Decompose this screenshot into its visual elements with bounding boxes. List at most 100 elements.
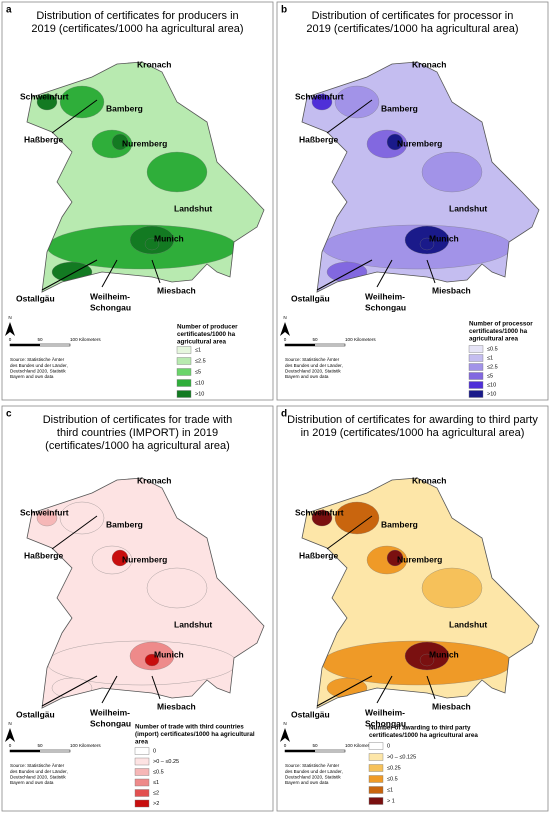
- panel-title: 2019 (certificates/1000 ha agricultural …: [31, 23, 243, 35]
- legend-label: ≤5: [487, 373, 493, 379]
- source-text: Deutschland 2020, Statistik: [285, 368, 341, 373]
- region: [421, 151, 483, 193]
- pointer: [41, 259, 98, 291]
- legend-label: ≤1: [387, 787, 393, 793]
- panel-title: Distribution of certificates for process…: [312, 10, 514, 22]
- scale-label: 0: [284, 743, 287, 748]
- panel-title: (certificates/1000 ha agricultural area): [45, 440, 230, 452]
- city-label: Schweinfurt: [20, 507, 69, 517]
- north-label: N: [8, 721, 11, 726]
- city-label: Landshut: [174, 203, 212, 213]
- north-arrow: [5, 728, 15, 742]
- pointer: [326, 99, 373, 134]
- map-panel: c Distribution of certificates for trade …: [1, 405, 274, 812]
- legend-title: Number of trade with third countries: [135, 724, 244, 731]
- pointer: [101, 675, 118, 704]
- region: [419, 653, 435, 667]
- legend-title: agricultural area: [177, 339, 226, 346]
- region: [386, 133, 404, 151]
- city-label: Nuremberg: [397, 138, 442, 148]
- legend-label: > 1: [387, 798, 395, 804]
- scale-label: 100 Kilometers: [345, 337, 376, 342]
- pointer: [101, 259, 118, 288]
- legend-title: agricultural area: [469, 336, 518, 343]
- region: [311, 93, 333, 111]
- map-outline: [26, 477, 265, 709]
- region: [311, 509, 333, 527]
- region: [334, 85, 380, 119]
- source-text: Deutschland 2020, Statistik: [10, 774, 66, 779]
- legend-swatch: [368, 786, 384, 794]
- scale-label: 100 Kilometers: [345, 743, 376, 748]
- legend-label: ≤2.5: [487, 364, 498, 370]
- city-label: Schweinfurt: [295, 91, 344, 101]
- scale-label: 0: [9, 743, 12, 748]
- legend-swatch: [368, 753, 384, 761]
- map-outline: [26, 61, 265, 293]
- legend-title: certificates/1000 ha agricultural area: [369, 732, 478, 739]
- city-label: Weilheim-: [90, 707, 130, 717]
- north-label: N: [283, 315, 286, 320]
- pointer: [151, 259, 161, 284]
- legend-swatch: [468, 363, 484, 371]
- city-label: Schongau: [365, 302, 406, 312]
- scale-label: 100 Kilometers: [70, 743, 101, 748]
- source-text: Source: Statistische Ämter: [285, 762, 340, 768]
- legend-title: Number of producer: [177, 324, 238, 331]
- city-label: Miesbach: [157, 285, 196, 295]
- legend-label: >10: [195, 391, 204, 397]
- legend-swatch: [134, 757, 150, 766]
- map-panel: d Distribution of certificates for awardi…: [276, 405, 549, 812]
- legend-swatch: [134, 778, 150, 787]
- legend-swatch: [176, 346, 192, 354]
- map-outline: [301, 477, 540, 709]
- city-label: Landshut: [449, 619, 487, 629]
- region: [419, 237, 435, 251]
- source-text: Bayern and own data: [285, 780, 329, 785]
- scale-label: 50: [37, 337, 43, 342]
- legend-swatch: [368, 797, 384, 805]
- legend-title: (import) certificates/1000 ha agricultur…: [135, 731, 255, 738]
- scale-bar-seg: [10, 750, 40, 752]
- legend-swatch: [134, 799, 150, 808]
- legend-label: ≤10: [487, 382, 496, 388]
- city-label: Kronach: [137, 59, 171, 69]
- scale-label: 100 Kilometers: [70, 337, 101, 342]
- region: [386, 549, 404, 567]
- pointer: [151, 675, 161, 700]
- city-label: Schweinfurt: [20, 91, 69, 101]
- region: [334, 501, 380, 535]
- legend-swatch: [468, 390, 484, 398]
- panel-title: Distribution of certificates for trade w…: [43, 414, 233, 426]
- region: [59, 85, 105, 119]
- map: [302, 478, 539, 708]
- city-label: Miesbach: [432, 285, 471, 295]
- legend-swatch: [368, 742, 384, 750]
- panel-title: in 2019 (certificates/1000 ha agricultur…: [301, 427, 525, 439]
- legend-swatch: [468, 354, 484, 362]
- pointer: [316, 259, 373, 291]
- region: [59, 501, 105, 535]
- panel-letter: a: [6, 5, 12, 16]
- source-text: Bayern and own data: [10, 374, 54, 379]
- source-text: Source: Statistische Ämter: [285, 356, 340, 362]
- region: [36, 509, 58, 527]
- north-label: N: [283, 721, 286, 726]
- city-label: Bamberg: [106, 519, 143, 529]
- north-arrow: [280, 728, 290, 742]
- legend-title: area: [135, 739, 148, 746]
- city-label: Munich: [429, 233, 459, 243]
- legend-swatch: [176, 390, 192, 398]
- legend-swatch: [176, 379, 192, 387]
- legend-title: Number of processor: [469, 321, 533, 328]
- scale-label: 50: [37, 743, 43, 748]
- panel-letter: c: [6, 409, 12, 420]
- region: [111, 133, 129, 151]
- city-label: Kronach: [137, 475, 171, 485]
- city-label: Schongau: [90, 718, 131, 728]
- city-label: Bamberg: [381, 103, 418, 113]
- panel-title: Distribution of certificates for produce…: [36, 10, 238, 22]
- city-label: Nuremberg: [122, 138, 167, 148]
- source-text: des Bundes und der Länder,: [10, 363, 68, 368]
- legend-label: ≤5: [195, 369, 201, 375]
